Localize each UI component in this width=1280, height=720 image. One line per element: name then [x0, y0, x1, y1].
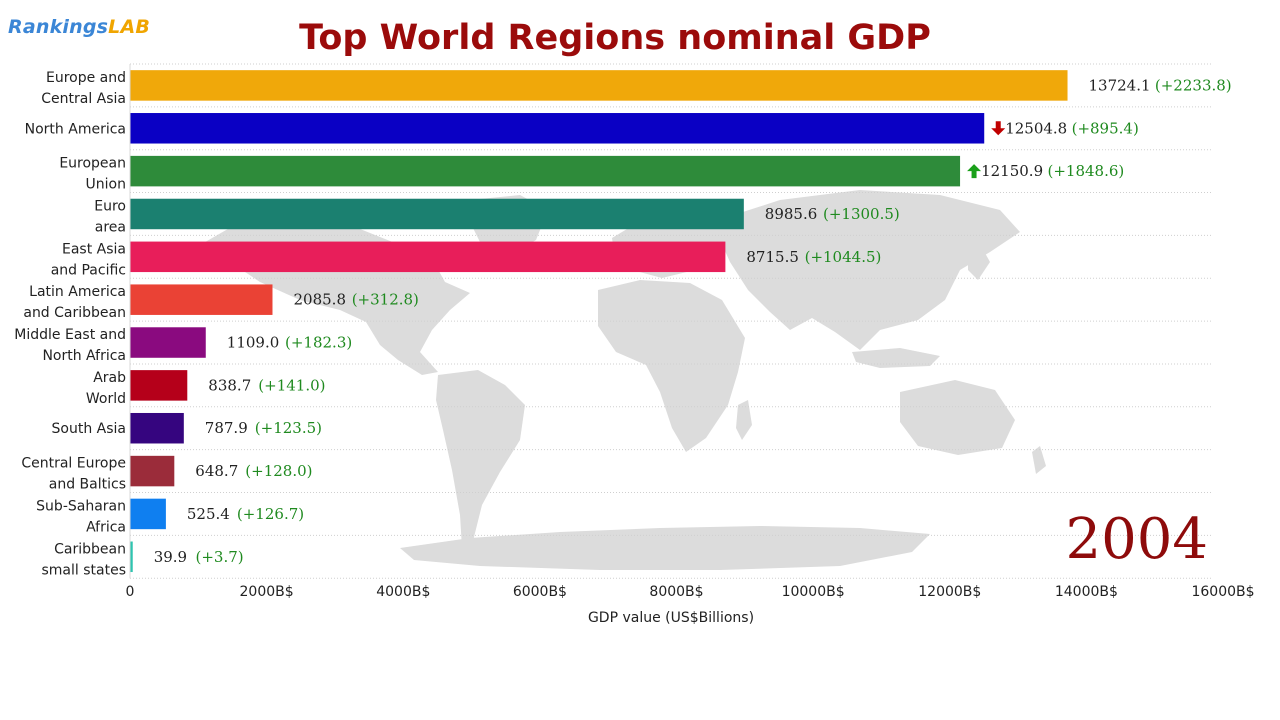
category-label-line: Sub-Saharan: [36, 498, 126, 514]
bar: [130, 198, 744, 230]
bar: [130, 412, 184, 444]
category-label-line: and Caribbean: [23, 305, 126, 321]
change-label: (+141.0): [258, 376, 325, 394]
bar: [130, 155, 961, 187]
value-label: 1109.0: [227, 334, 279, 352]
bars: [130, 70, 1068, 573]
x-tick-label: 12000B$: [918, 584, 981, 600]
category-label: European Union: [59, 156, 126, 193]
change-label: (+895.4): [1072, 119, 1139, 137]
category-label-line: Middle East and: [14, 327, 126, 343]
category-label-line: Central Europe: [21, 456, 126, 472]
category-label: East Asia and Pacific: [51, 241, 126, 278]
value-label: 787.9: [205, 419, 248, 437]
category-label: Central Europe and Baltics: [21, 456, 126, 493]
change-label: (+128.0): [245, 462, 312, 480]
category-label-line: European: [59, 156, 126, 172]
category-labels: Europe and Central Asia North America Europ…: [14, 70, 126, 578]
category-label-line: North America: [25, 121, 126, 137]
chart-title: Top World Regions nominal GDP: [299, 18, 931, 58]
value-label: 13724.1: [1089, 76, 1151, 94]
value-label: 8715.5: [746, 248, 799, 266]
value-label: 8985.6: [765, 205, 818, 223]
change-label: (+3.7): [196, 548, 244, 566]
bar: [130, 327, 206, 358]
x-tick-label: 10000B$: [782, 584, 845, 600]
category-label: Sub-Saharan Africa: [36, 498, 126, 535]
bar: [130, 455, 175, 487]
x-axis: 0 2000B$ 4000B$ 6000B$ 8000B$ 10000B$ 12000B$ 1…: [126, 64, 1255, 600]
bar: [130, 541, 133, 573]
category-label-line: small states: [42, 562, 127, 578]
category-label: Middle East and North Africa: [14, 327, 126, 364]
bar: [130, 498, 166, 530]
value-label: 39.9: [154, 548, 187, 566]
bar: [130, 370, 188, 401]
bar: [130, 70, 1068, 101]
bar: [130, 113, 985, 144]
x-tick-label: 16000B$: [1191, 584, 1254, 600]
bar: [130, 241, 726, 273]
value-label: 2085.8: [294, 291, 347, 309]
x-tick-label: 2000B$: [240, 584, 294, 600]
category-label-line: area: [95, 220, 126, 236]
category-label-line: and Pacific: [51, 262, 126, 278]
value-label: 525.4: [187, 505, 230, 523]
year-label: 2004: [1065, 507, 1208, 572]
category-label-line: and Baltics: [49, 477, 126, 493]
category-label-line: Africa: [86, 519, 126, 535]
arrow-down-icon: [991, 121, 1006, 136]
change-label: (+182.3): [285, 334, 352, 352]
x-axis-label: GDP value (US$Billions): [588, 610, 754, 626]
category-label: South Asia: [52, 421, 126, 437]
change-label: (+126.7): [237, 505, 304, 523]
logo-part-2: LAB: [108, 16, 151, 38]
category-label-line: World: [86, 391, 126, 407]
change-label: (+2233.8): [1155, 76, 1232, 94]
value-label: 12150.9: [981, 162, 1043, 180]
category-label-line: Arab: [93, 370, 126, 386]
arrow-up-icon: [967, 164, 982, 179]
x-tick-label: 14000B$: [1055, 584, 1118, 600]
category-label-line: North Africa: [42, 348, 126, 364]
bar: [130, 284, 273, 315]
category-label-line: Europe and: [46, 70, 126, 86]
category-label: Arab World: [86, 370, 126, 407]
change-label: (+1044.5): [805, 248, 882, 266]
change-label: (+312.8): [352, 291, 419, 309]
x-tick-label: 8000B$: [649, 584, 703, 600]
category-label-line: Union: [86, 177, 126, 193]
x-tick-label: 0: [126, 584, 135, 600]
value-label: 838.7: [208, 376, 251, 394]
value-label: 12504.8: [1005, 119, 1067, 137]
category-label-line: East Asia: [62, 241, 126, 257]
change-label: (+123.5): [255, 419, 322, 437]
logo-part-1: Rankings: [8, 16, 109, 38]
x-tick-label: 6000B$: [513, 584, 567, 600]
grid-lines: [130, 63, 1213, 579]
category-label-line: Latin America: [29, 284, 126, 300]
change-label: (+1848.6): [1048, 162, 1125, 180]
x-tick-label: 4000B$: [376, 584, 430, 600]
category-label: Europe and Central Asia: [41, 70, 126, 107]
category-label: Caribbean small states: [42, 541, 127, 578]
category-label: Euro area: [94, 199, 126, 236]
category-label: Latin America and Caribbean: [23, 284, 126, 321]
category-label: North America: [25, 121, 126, 137]
change-label: (+1300.5): [823, 205, 900, 223]
category-label-line: Caribbean: [54, 541, 126, 557]
value-labels: 13724.1 (+2233.8) 12504.8 (+895.4) 12150.9 (+…: [154, 76, 1232, 565]
category-label-line: Central Asia: [41, 91, 126, 107]
category-label-line: Euro: [94, 199, 126, 215]
rankingslab-logo: RankingsLAB: [8, 16, 150, 38]
value-label: 648.7: [195, 462, 238, 480]
category-label-line: South Asia: [52, 421, 126, 437]
